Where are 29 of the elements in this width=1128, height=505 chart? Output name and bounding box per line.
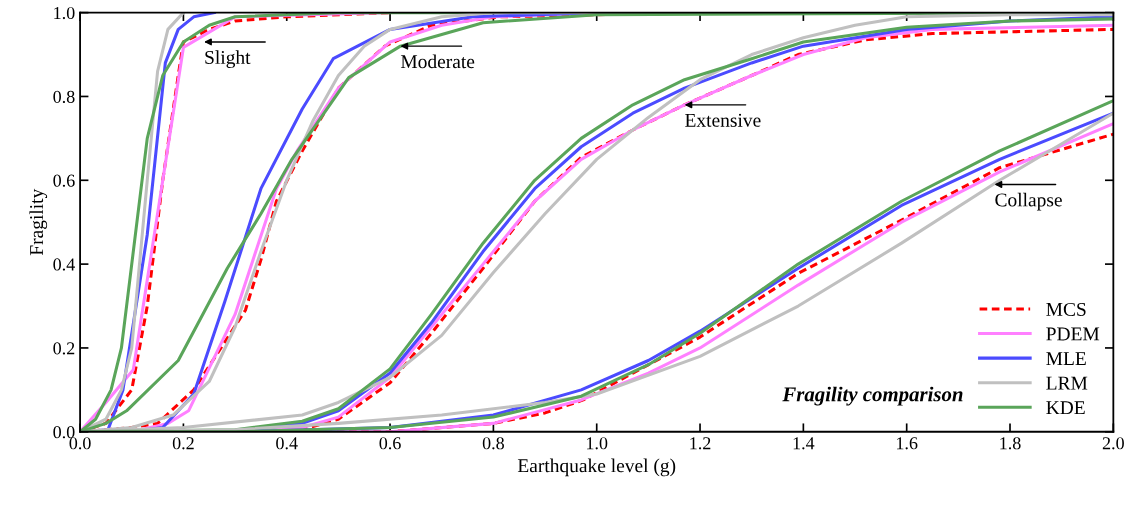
x-tick-label: 1.0 <box>587 437 608 450</box>
legend-label: LRM <box>1046 376 1088 390</box>
legend-label: KDE <box>1046 401 1085 415</box>
y-tick-label: 0.6 <box>53 174 75 187</box>
y-tick-label: 0.2 <box>53 342 75 355</box>
y-tick-label: 0.0 <box>53 426 75 439</box>
legend-label: MCS <box>1046 302 1086 316</box>
y-tick-label: 0.4 <box>53 258 75 271</box>
x-tick-label: 0.8 <box>482 437 504 450</box>
x-tick-label: 1.4 <box>793 437 815 450</box>
annotation: Slight <box>205 50 251 68</box>
x-tick-label: 1.2 <box>690 437 711 450</box>
annotation: Fragility comparison <box>782 386 963 406</box>
x-tick-label: 0.6 <box>379 437 401 450</box>
y-tick-label: 1.0 <box>54 6 75 20</box>
x-tick-label: 0.4 <box>276 437 298 450</box>
y-tick-label: 0.8 <box>53 90 75 103</box>
x-tick-label: 0.0 <box>69 437 91 450</box>
y-axis-title: Fragility <box>29 188 48 256</box>
x-tick-label: 2.0 <box>1102 437 1124 450</box>
annotation: Extensive <box>685 113 761 127</box>
annotation: Moderate <box>400 54 475 69</box>
x-tick-label: 0.2 <box>172 437 194 450</box>
x-tick-label: 1.6 <box>896 437 918 450</box>
x-tick-label: 1.8 <box>1000 437 1021 450</box>
x-axis-title: Earthquake level (g) <box>517 458 676 477</box>
legend-label: PDEM <box>1046 327 1100 341</box>
annotation: Collapse <box>995 192 1062 211</box>
legend-label: MLE <box>1046 352 1086 365</box>
